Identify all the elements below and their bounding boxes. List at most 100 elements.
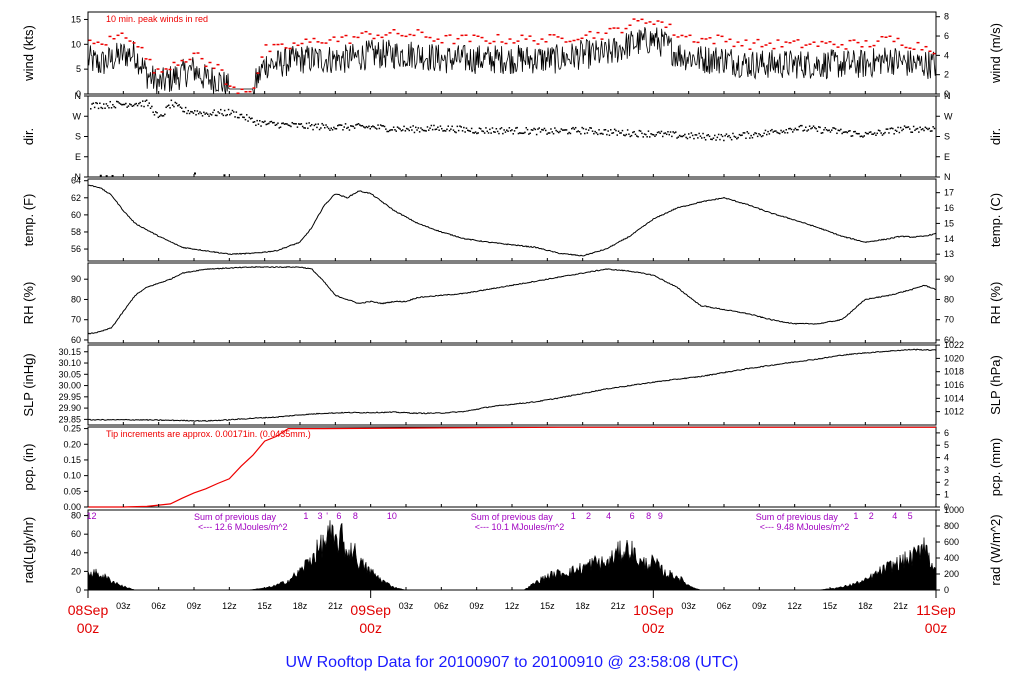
dir-dot: [338, 124, 340, 126]
dir-dot: [326, 126, 329, 128]
dir-dot: [767, 130, 769, 133]
dir-dot: [506, 129, 508, 131]
left-axis-title: temp. (F): [21, 194, 36, 247]
right-tick-label: 0: [944, 89, 949, 99]
dir-dot: [428, 129, 430, 131]
dir-dot: [318, 128, 321, 131]
dir-dot: [632, 131, 634, 134]
dir-dot: [736, 137, 738, 140]
dir-dot: [581, 126, 583, 129]
dir-dot: [268, 122, 270, 125]
dir-dot: [437, 126, 439, 128]
dir-dot: [867, 133, 869, 135]
dir-dot: [109, 100, 111, 103]
dir-dot: [260, 125, 262, 127]
dir-dot: [391, 129, 394, 131]
dir-dot: [203, 111, 205, 114]
dir-dot: [366, 126, 369, 129]
dir-dot: [197, 112, 200, 115]
dir-dot: [724, 134, 726, 137]
dir-dot: [130, 103, 132, 106]
time-tick-label: 06z: [434, 601, 449, 611]
dir-dot: [222, 114, 225, 117]
date-label: 11Sep: [916, 602, 956, 618]
dir-dot: [607, 130, 609, 132]
dir-dot: [749, 137, 751, 139]
dir-dot: [550, 128, 552, 130]
dir-dot: [711, 138, 713, 141]
dir-dot: [295, 123, 297, 125]
dir-dot: [301, 125, 304, 128]
dir-dot: [418, 131, 421, 133]
dir-dot: [95, 101, 97, 104]
dir-dot: [564, 129, 566, 131]
dir-dot: [255, 124, 257, 127]
left-tick-label: 90: [71, 274, 81, 284]
dir-dot: [737, 136, 739, 139]
dir-dot: [376, 128, 378, 130]
dir-dot: [524, 131, 526, 134]
time-tick-label: 03z: [681, 601, 696, 611]
date-time-label: 00z: [77, 620, 100, 636]
dir-dot: [714, 134, 716, 137]
dir-dot: [291, 121, 293, 124]
chart-title: UW Rooftop Data for 20100907 to 20100910…: [286, 654, 739, 671]
dir-dot: [194, 110, 196, 112]
dir-dot: [691, 134, 694, 137]
dir-dot: [879, 130, 881, 132]
dir-dot: [416, 129, 418, 131]
dir-dot: [623, 134, 625, 136]
date-time-label: 00z: [642, 620, 665, 636]
dir-dot: [742, 132, 745, 134]
dir-dot: [277, 122, 279, 124]
dir-dot: [347, 126, 349, 129]
dir-dot: [786, 132, 789, 134]
dir-dot: [539, 131, 542, 133]
dir-dot: [827, 129, 829, 132]
dir-dot: [658, 131, 660, 133]
dir-dot: [243, 116, 245, 119]
dir-dot: [790, 128, 793, 131]
dir-dot: [746, 131, 748, 133]
dir-dot: [212, 111, 214, 114]
dir-dot: [288, 124, 291, 127]
time-tick-label: 12z: [222, 601, 237, 611]
dir-dot: [264, 120, 266, 123]
dir-dot: [667, 131, 669, 133]
dir-dot: [534, 128, 537, 131]
left-tick-label: 0.05: [63, 486, 81, 496]
panel-frame: [87, 178, 937, 262]
dir-dot: [591, 130, 594, 132]
dir-dot: [365, 125, 368, 128]
dir-dot: [723, 139, 725, 142]
panel-wind: 0 5 10 15 0 2 4 6 8 wind (kts) wind (m/s) 10 min. p…: [21, 11, 1003, 99]
hour-label: 9: [658, 511, 663, 521]
time-tick-label: 18z: [293, 601, 308, 611]
dir-dot: [210, 114, 213, 116]
left-tick-label: 10: [71, 39, 81, 49]
dir-dot: [278, 127, 280, 129]
dir-dot: [129, 103, 131, 105]
hour-label: 3: [318, 511, 323, 521]
right-tick-label: 13: [944, 249, 954, 259]
dir-dot: [439, 125, 442, 127]
dir-dot: [155, 111, 157, 113]
dir-dot: [152, 111, 154, 114]
dir-dot: [868, 131, 871, 134]
dir-dot: [729, 136, 732, 139]
dir-dot: [214, 114, 217, 117]
dir-dot: [188, 112, 191, 115]
time-tick-label: 09z: [752, 601, 767, 611]
dir-dot: [693, 137, 695, 140]
time-tick-label: 18z: [575, 601, 590, 611]
dir-dot: [413, 131, 416, 134]
dir-dot: [810, 127, 812, 130]
dir-dot: [316, 126, 318, 129]
dir-dot: [433, 124, 435, 127]
dir-dot: [361, 124, 364, 127]
dir-dot: [190, 110, 192, 113]
dir-dot: [851, 135, 854, 137]
dir-dot: [296, 126, 299, 128]
dir-dot: [704, 139, 707, 141]
dir-dot: [665, 133, 668, 136]
